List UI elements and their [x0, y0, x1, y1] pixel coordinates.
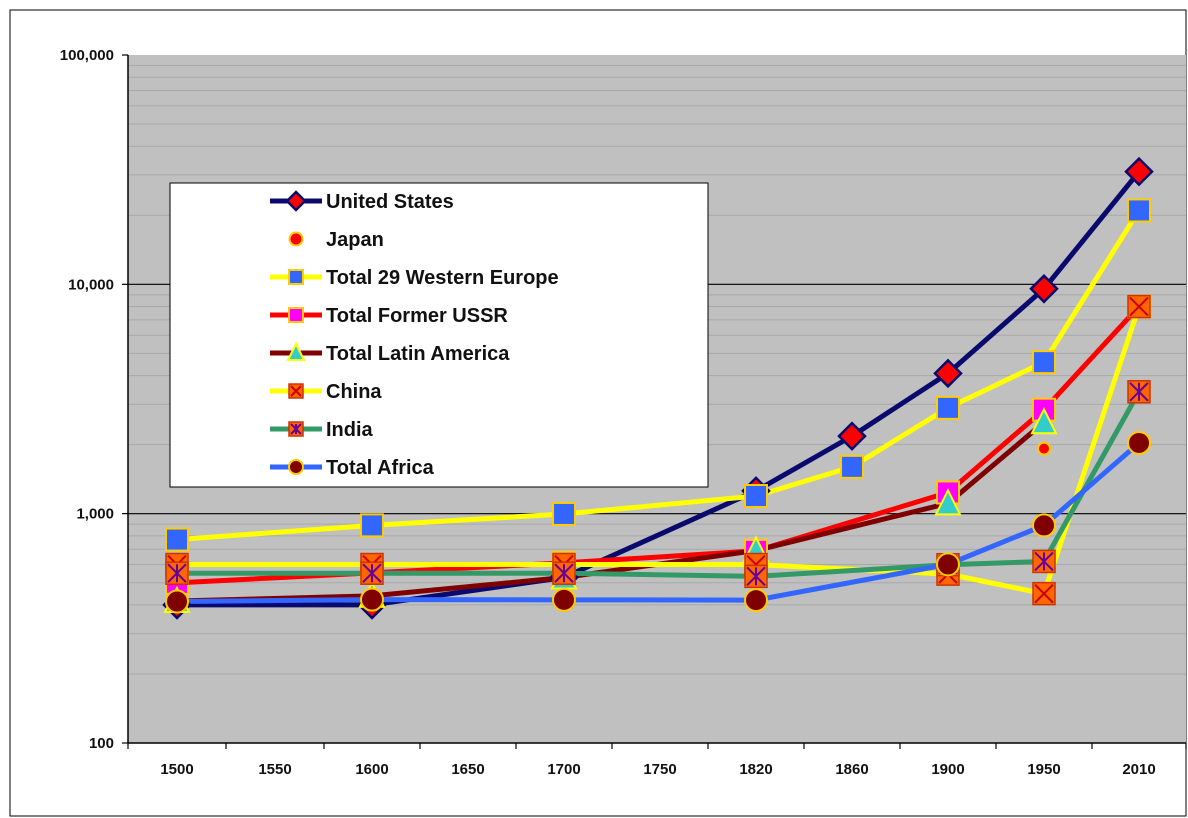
legend-marker-total-africa	[288, 459, 304, 475]
series-line-total-29-western-europe	[174, 207, 1142, 543]
y-tick-label: 10,000	[68, 276, 114, 293]
data-point-total-africa	[1127, 430, 1151, 455]
data-point-total-29-western-europe	[744, 484, 768, 509]
data-point-total-africa	[360, 587, 384, 612]
x-tick-label: 1950	[1027, 761, 1060, 778]
legend-label-united-states: United States	[326, 191, 454, 213]
series-markers	[162, 156, 1154, 620]
data-point-china-stroke	[1129, 296, 1149, 317]
legend-label-china: China	[326, 381, 382, 403]
x-tick-label: 1550	[258, 761, 291, 778]
legend-marker-total-latin-america	[286, 341, 306, 361]
x-tick-label: 1600	[355, 761, 388, 778]
data-point-japan	[1037, 441, 1051, 456]
data-point-total-29-western-europe	[840, 454, 864, 479]
x-tick-label: 1650	[451, 761, 484, 778]
data-point-united-states	[933, 358, 963, 389]
x-tick-label: 1820	[739, 761, 772, 778]
data-point-total-africa	[1032, 513, 1056, 538]
legend-marker-united-states	[285, 190, 307, 212]
data-point-united-states	[1029, 274, 1059, 304]
data-point-total-29-western-europe	[1032, 350, 1056, 375]
legend-marker-china-stroke	[290, 385, 302, 397]
data-point-total-africa	[744, 588, 768, 613]
data-point-total-latin-america	[934, 488, 962, 516]
x-tick-label: 1500	[160, 761, 193, 778]
data-point-united-states	[837, 421, 867, 451]
legend-box	[169, 182, 709, 488]
y-tick-label: 100	[89, 735, 114, 752]
legend-label-japan: Japan	[326, 229, 384, 251]
data-point-united-states	[1124, 156, 1154, 187]
legend-marker-total-29-western-europe	[288, 269, 304, 285]
x-tick-label: 1900	[931, 761, 964, 778]
data-point-total-africa	[165, 589, 189, 614]
data-point-total-29-western-europe	[165, 527, 189, 552]
y-tick-label: 100,000	[60, 47, 114, 64]
data-point-total-29-western-europe	[936, 395, 960, 420]
x-tick-label: 1750	[643, 761, 676, 778]
data-point-total-29-western-europe	[360, 513, 384, 538]
legend-marker-total-former-ussr	[288, 307, 304, 323]
x-tick-label: 1700	[547, 761, 580, 778]
data-point-total-africa	[936, 552, 960, 577]
legend-label-india: India	[326, 419, 374, 441]
data-point-total-latin-america	[1030, 407, 1058, 435]
data-point-total-29-western-europe	[552, 501, 576, 526]
data-point-total-29-western-europe	[1127, 198, 1151, 223]
x-tick-label: 2010	[1122, 761, 1155, 778]
legend-label-total-former-ussr: Total Former USSR	[326, 305, 508, 327]
axes: 100 1,000 10,000 100,000 1500 1550 1600 1650 170…	[60, 47, 1187, 778]
data-point-china-stroke	[1034, 583, 1054, 604]
legend-label-total-latin-america: Total Latin America	[326, 343, 510, 365]
data-point-total-africa	[552, 587, 576, 612]
x-tick-label: 1860	[835, 761, 868, 778]
legend-label-total-africa: Total Africa	[326, 457, 435, 479]
legend: United States Japan Total 29 Western Europ…	[169, 182, 709, 488]
legend-marker-japan	[288, 231, 304, 247]
y-tick-label: 1,000	[76, 506, 114, 523]
legend-label-total-29-western-europe: Total 29 Western Europe	[326, 267, 559, 289]
